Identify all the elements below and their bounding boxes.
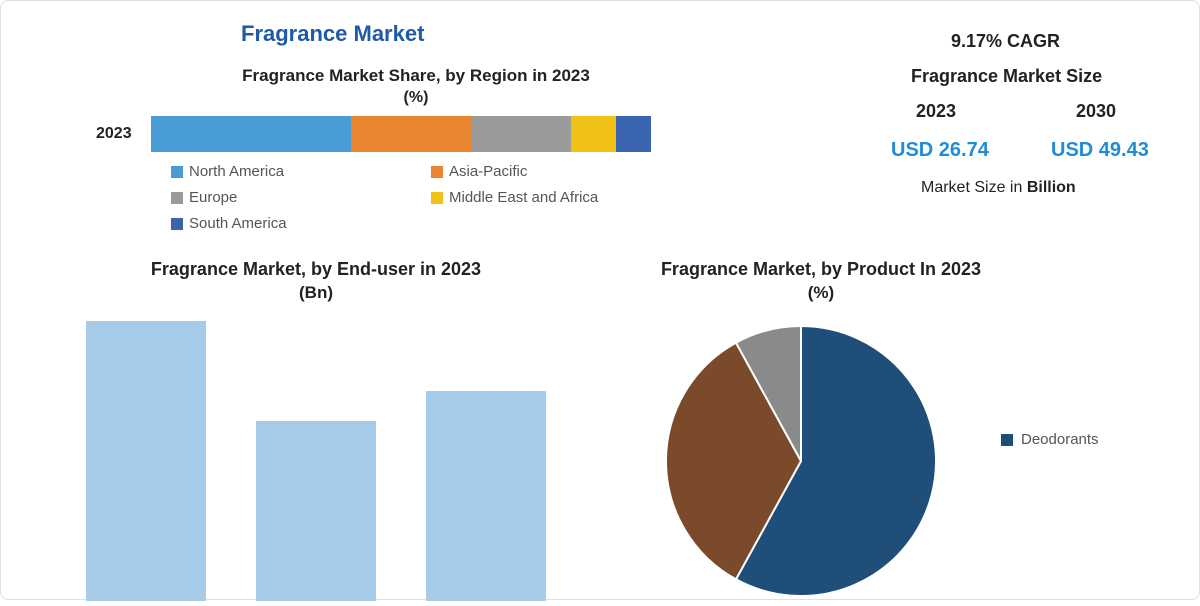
region-chart-title: Fragrance Market Share, by Region in 202… xyxy=(201,66,631,86)
legend-mea: Middle East and Africa xyxy=(431,189,598,206)
legend-south-america: South America xyxy=(171,215,287,232)
legend-label: Europe xyxy=(189,189,237,206)
cagr-text: 9.17% CAGR xyxy=(951,31,1060,52)
enduser-bar-chart xyxy=(81,311,551,601)
size-value-2023: USD 26.74 xyxy=(891,139,989,162)
legend-north-america: North America xyxy=(171,163,284,180)
legend-asia-pacific: Asia-Pacific xyxy=(431,163,527,180)
legend-swatch xyxy=(1001,434,1013,446)
enduser-chart-title: Fragrance Market, by End-user in 2023 xyxy=(101,259,531,280)
size-value-2030: USD 49.43 xyxy=(1051,139,1149,162)
product-chart-subtitle: (%) xyxy=(611,283,1031,303)
legend-label: Deodorants xyxy=(1021,431,1099,448)
legend-swatch xyxy=(431,166,443,178)
enduser-bar xyxy=(426,391,546,601)
product-chart-title: Fragrance Market, by Product In 2023 xyxy=(611,259,1031,280)
legend-label: North America xyxy=(189,163,284,180)
enduser-bar xyxy=(86,321,206,601)
region-segment xyxy=(151,116,351,152)
legend-swatch xyxy=(431,192,443,204)
region-year-label: 2023 xyxy=(96,125,132,143)
legend-swatch xyxy=(171,218,183,230)
legend-label: South America xyxy=(189,215,287,232)
region-segment xyxy=(571,116,616,152)
region-segment xyxy=(616,116,651,152)
legend-label: Asia-Pacific xyxy=(449,163,527,180)
legend-swatch xyxy=(171,166,183,178)
enduser-chart-subtitle: (Bn) xyxy=(101,283,531,303)
region-stacked-bar xyxy=(151,116,651,152)
main-title: Fragrance Market xyxy=(241,21,424,47)
size-unit-prefix: Market Size in xyxy=(921,179,1027,196)
enduser-bar xyxy=(256,421,376,601)
size-year-2030: 2030 xyxy=(1076,101,1116,122)
pie-svg xyxy=(661,321,941,601)
size-year-2023: 2023 xyxy=(916,101,956,122)
pie-legend-deodorants: Deodorants xyxy=(1001,431,1099,448)
size-unit: Market Size in Billion xyxy=(921,179,1076,197)
legend-swatch xyxy=(171,192,183,204)
region-segment xyxy=(471,116,571,152)
region-chart-subtitle: (%) xyxy=(201,89,631,107)
region-segment xyxy=(351,116,471,152)
legend-label: Middle East and Africa xyxy=(449,189,598,206)
size-unit-bold: Billion xyxy=(1027,179,1076,196)
legend-europe: Europe xyxy=(171,189,237,206)
product-pie-chart xyxy=(661,321,941,601)
size-title: Fragrance Market Size xyxy=(911,66,1102,87)
